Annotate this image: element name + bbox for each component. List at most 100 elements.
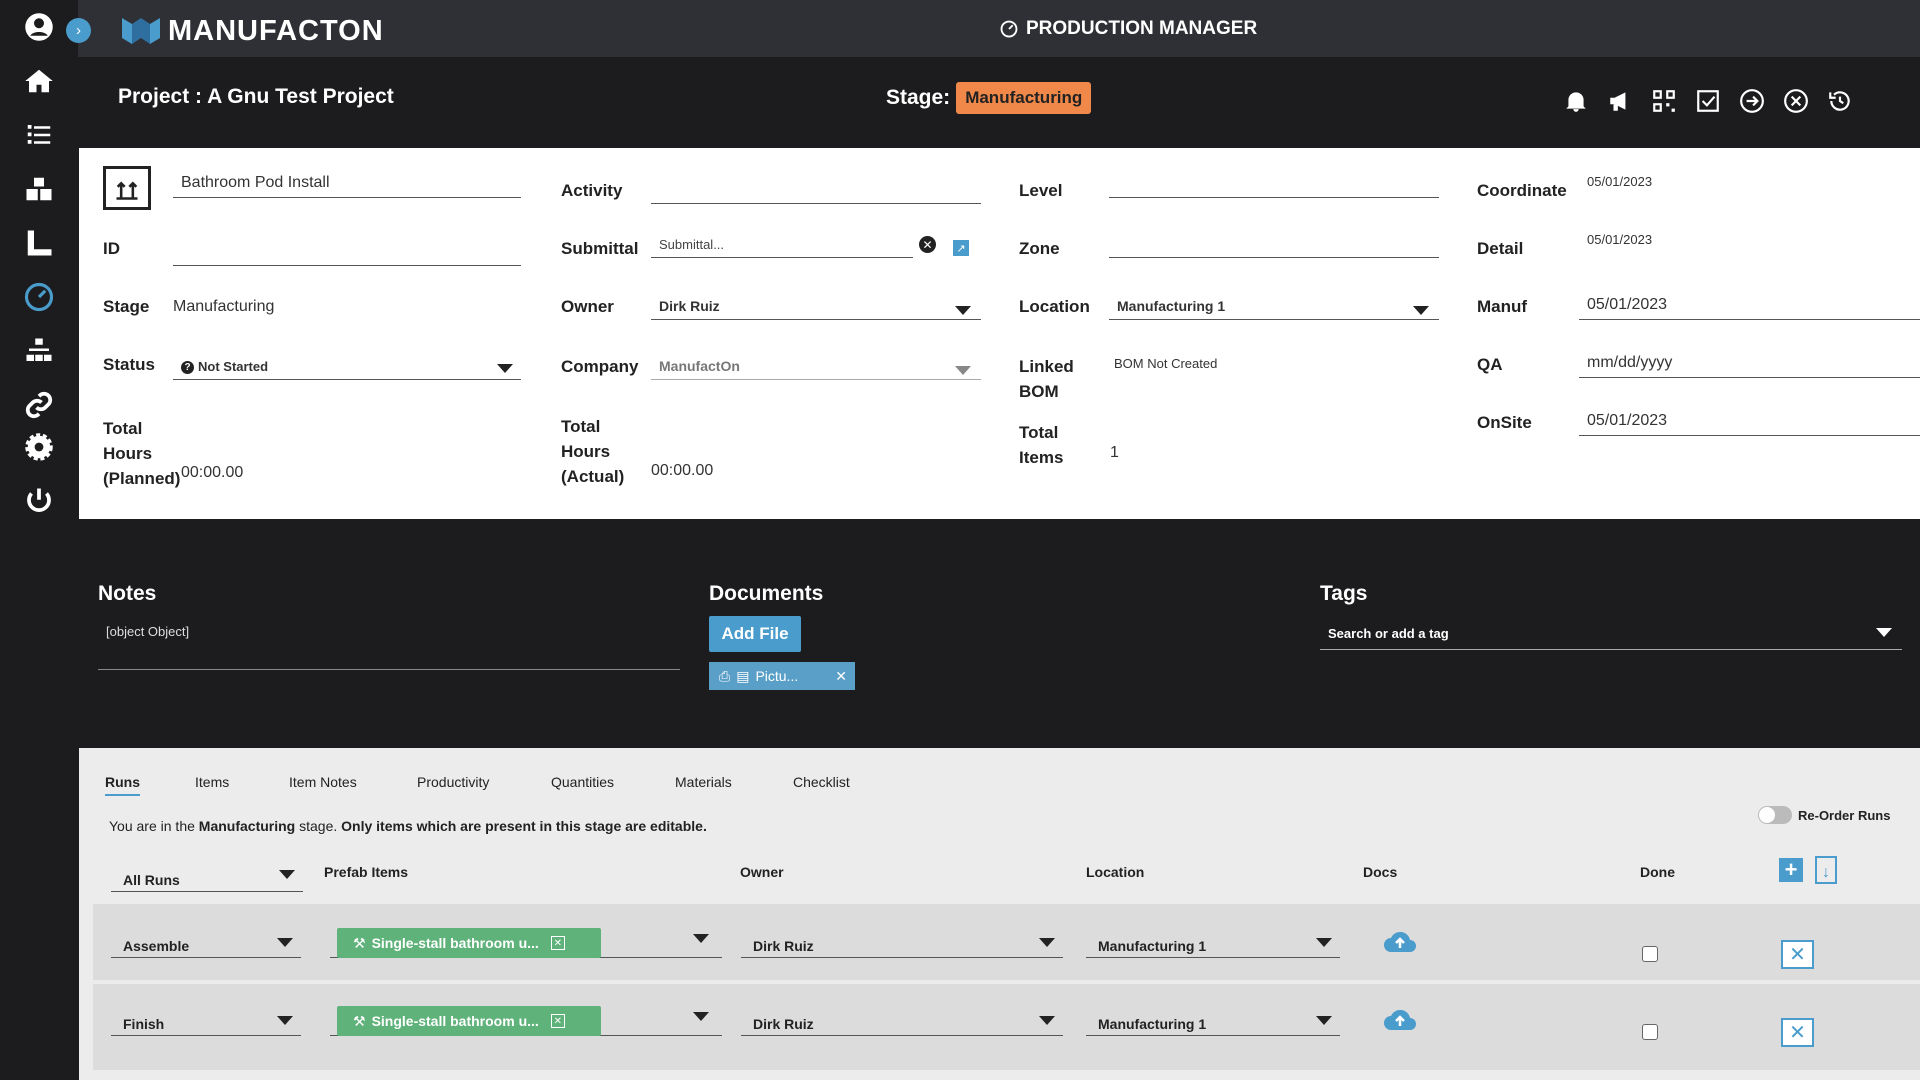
manuf-date-input[interactable]: 05/01/2023 [1579,290,1920,320]
chevron-down-icon[interactable] [277,1016,293,1025]
project-bar: Project : A Gnu Test Project Stage: Manu… [78,57,1920,148]
megaphone-icon[interactable] [1606,87,1634,115]
print-icon[interactable]: ⎙ [719,667,731,684]
submittal-label: Submittal [561,239,639,258]
document-name[interactable]: Pictu... [755,668,799,684]
chevron-down-icon[interactable] [693,1012,709,1021]
remove-icon[interactable]: ✕ [550,936,565,950]
location-select[interactable]: Manufacturing 1 [1086,926,1340,958]
chevron-down-icon [955,366,971,375]
download-icon[interactable]: ↓ [1815,856,1837,884]
chevron-down-icon[interactable] [1876,628,1892,637]
external-link-icon[interactable]: ↗ [953,240,969,256]
tab-materials[interactable]: Materials [675,774,732,790]
company-label: Company [561,357,639,376]
bell-icon[interactable] [1562,87,1590,115]
prefab-item-chip[interactable]: ⚒ Single-stall bathroom u... ✕ [337,1006,601,1036]
power-icon[interactable] [22,484,56,518]
hammer-icon: ⚒ [353,934,366,951]
project-title: Project : A Gnu Test Project [118,85,394,108]
qa-date-input[interactable]: mm/dd/yyyy [1579,348,1920,378]
notes-textarea[interactable]: [object Object] [98,612,680,670]
tab-quantities[interactable]: Quantities [551,774,615,790]
onsite-date-input[interactable]: 05/01/2023 [1579,406,1920,436]
stage-indicator: Stage: Manufacturing [886,82,1092,114]
add-file-button[interactable]: Add File [709,616,801,652]
tab-productivity[interactable]: Productivity [417,774,490,790]
zone-label: Zone [1019,239,1060,258]
stage-badge[interactable]: Manufacturing [956,82,1092,114]
owner-select[interactable]: Dirk Ruiz [741,926,1063,958]
gauge-icon[interactable] [22,280,56,314]
submittal-input[interactable]: Submittal... [651,228,913,258]
gear-icon[interactable] [22,430,56,464]
chevron-down-icon[interactable] [277,938,293,947]
chevron-down-icon[interactable] [1316,1016,1332,1025]
prefab-item-chip[interactable]: ⚒ Single-stall bathroom u... ✕ [337,928,601,958]
owner-select[interactable]: Dirk Ruiz [651,290,981,320]
col-done: Done [1640,864,1675,880]
checkbox-icon[interactable] [1694,87,1722,115]
tab-checklist[interactable]: Checklist [793,774,850,790]
hierarchy-icon[interactable] [22,334,56,368]
location-select[interactable]: Manufacturing 1 [1109,290,1439,320]
user-icon[interactable] [22,10,56,44]
stage-field-value: Manufacturing [173,298,275,315]
col-location: Location [1086,864,1145,880]
reorder-toggle[interactable] [1758,806,1792,824]
chevron-down-icon[interactable] [955,306,971,315]
done-checkbox[interactable] [1642,946,1658,962]
level-input[interactable] [1109,168,1439,198]
chevron-down-icon[interactable] [1039,1016,1055,1025]
boxes-icon[interactable] [22,172,56,206]
owner-label: Owner [561,297,614,316]
top-bar [78,0,1920,57]
chevron-down-icon[interactable] [1413,306,1429,315]
remove-icon[interactable]: ✕ [550,1014,565,1028]
name-input[interactable]: Bathroom Pod Install [173,168,521,198]
detail-value[interactable]: 05/01/2023 [1587,232,1653,247]
history-icon[interactable] [1826,87,1854,115]
chevron-down-icon[interactable] [497,364,513,373]
add-run-icon[interactable]: + [1779,857,1803,882]
close-circle-icon[interactable] [1782,87,1810,115]
activity-input[interactable] [651,174,981,204]
id-input[interactable] [173,236,521,266]
link-icon[interactable] [22,388,56,422]
chevron-down-icon[interactable] [279,870,295,879]
prefab-item-name: Single-stall bathroom u... [371,1013,539,1029]
coordinate-value[interactable]: 05/01/2023 [1587,174,1653,189]
clear-icon[interactable]: ✕ [919,236,936,253]
tab-items[interactable]: Items [195,774,230,790]
stage-label: Stage: [886,86,951,109]
chevron-down-icon[interactable] [1039,938,1055,947]
list-icon[interactable] [22,118,56,152]
tags-input[interactable]: Search or add a tag [1320,618,1902,650]
location-select[interactable]: Manufacturing 1 [1086,1004,1340,1036]
document-chip[interactable]: ⎙ ▤ Pictu... ✕ [709,662,855,690]
level-label: Level [1019,181,1063,200]
tab-runs[interactable]: Runs [105,774,140,796]
zone-input[interactable] [1109,228,1439,258]
tab-item-notes[interactable]: Item Notes [289,774,357,790]
chevron-down-icon[interactable] [693,934,709,943]
cloud-upload-icon[interactable] [1383,1008,1417,1032]
ruler-icon[interactable] [22,226,56,260]
delete-run-button[interactable]: ✕ [1781,940,1814,969]
table-row: Assemble ⚒ Single-stall bathroom u... ✕ … [93,904,1920,980]
run-select[interactable]: Finish [111,1004,301,1036]
coordinate-label: Coordinate [1477,181,1567,200]
chevron-down-icon[interactable] [1316,938,1332,947]
owner-select[interactable]: Dirk Ruiz [741,1004,1063,1036]
close-icon[interactable]: ✕ [835,667,847,684]
chevron-right-icon[interactable]: › [66,18,91,43]
runs-filter-select[interactable]: All Runs [111,862,303,892]
done-checkbox[interactable] [1642,1024,1658,1040]
run-select[interactable]: Assemble [111,926,301,958]
status-select[interactable]: ? Not Started [173,350,521,380]
home-icon[interactable] [22,64,56,98]
cloud-upload-icon[interactable] [1383,930,1417,954]
arrow-circle-right-icon[interactable] [1738,87,1766,115]
delete-run-button[interactable]: ✕ [1781,1018,1814,1047]
qr-code-icon[interactable] [1650,87,1678,115]
